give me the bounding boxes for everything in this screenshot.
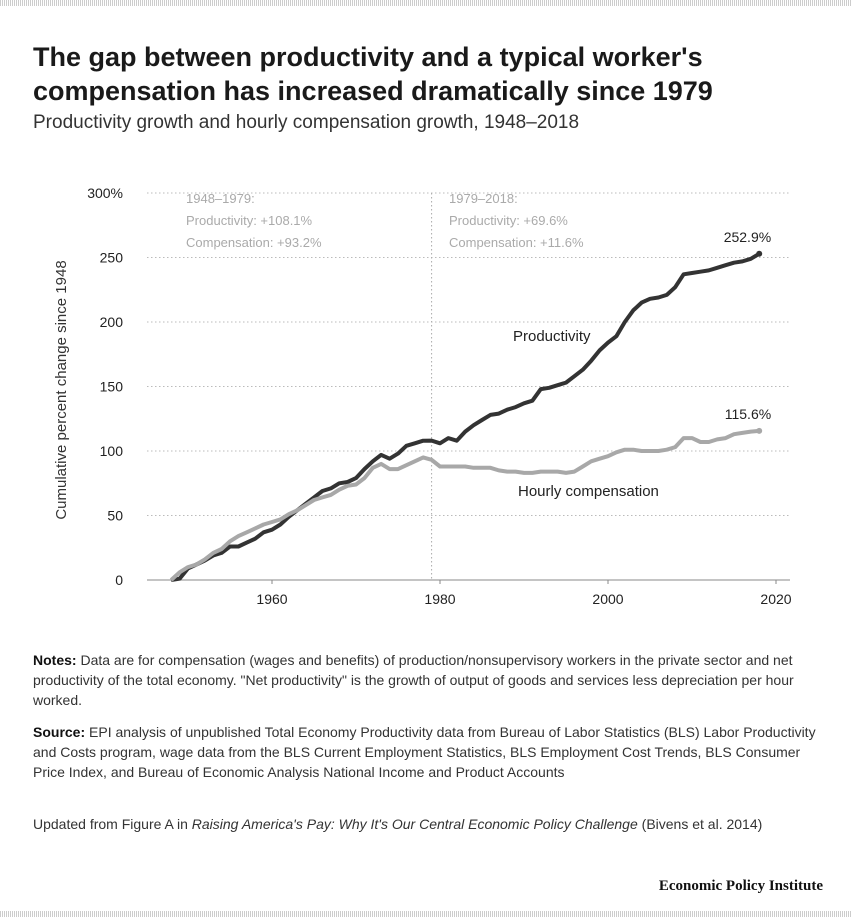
- x-tick-label: 2000: [592, 591, 623, 607]
- notes: Notes: Data are for compensation (wages …: [33, 650, 823, 710]
- y-tick-label: 100: [100, 443, 124, 459]
- updated-prefix: Updated from Figure A in: [33, 816, 192, 832]
- chart-subtitle: Productivity growth and hourly compensat…: [33, 112, 580, 133]
- x-tick-label: 1960: [256, 591, 287, 607]
- line-chart: 0 50 100 150 200 250 300% 1960 1980 2000 2020 1948…: [53, 185, 792, 607]
- x-tick-label: 1980: [424, 591, 455, 607]
- source-text: EPI analysis of unpublished Total Econom…: [33, 724, 816, 780]
- source-label: Source:: [33, 724, 86, 740]
- notes-text: Data are for compensation (wages and ben…: [33, 652, 794, 708]
- x-tick-label: 2020: [760, 591, 791, 607]
- annotation-period1-heading: 1948–1979:: [186, 191, 255, 206]
- y-tick-label: 50: [107, 508, 123, 524]
- end-label: 115.6%: [725, 406, 771, 422]
- y-tick-label: 300%: [87, 185, 123, 201]
- brand-logo: Economic Policy Institute: [658, 878, 823, 894]
- annotation-period2-compensation: Compensation: +11.6%: [449, 235, 584, 250]
- updated-title: Raising America's Pay: Why It's Our Cent…: [191, 816, 638, 832]
- updated-suffix: (Bivens et al. 2014): [637, 816, 763, 832]
- series-label-productivity: Productivity: [513, 328, 591, 345]
- annotation-period1-productivity: Productivity: +108.1%: [186, 213, 313, 228]
- series-line-compensation: [169, 428, 760, 582]
- y-tick-label: 150: [100, 379, 124, 395]
- annotation-period2-productivity: Productivity: +69.6%: [449, 213, 568, 228]
- bottom-border: [0, 911, 851, 917]
- chart-title: The gap between productivity and a typic…: [33, 42, 713, 106]
- end-point: [756, 250, 763, 257]
- source: Source: EPI analysis of unpublished Tota…: [33, 722, 823, 782]
- series-line-productivity: [170, 252, 761, 582]
- y-axis-label: Cumulative percent change since 1948: [53, 260, 70, 519]
- annotation-period2-heading: 1979–2018:: [449, 191, 518, 206]
- end-point: [756, 427, 763, 434]
- end-label: 252.9%: [724, 229, 771, 245]
- updated-note: Updated from Figure A in Raising America…: [33, 814, 823, 834]
- annotation-period1-compensation: Compensation: +93.2%: [186, 235, 322, 250]
- notes-label: Notes:: [33, 652, 77, 668]
- y-tick-label: 0: [115, 572, 123, 588]
- y-tick-label: 200: [100, 314, 124, 330]
- top-border: [0, 0, 851, 6]
- y-tick-label: 250: [100, 250, 124, 266]
- series-label-compensation: Hourly compensation: [518, 483, 659, 500]
